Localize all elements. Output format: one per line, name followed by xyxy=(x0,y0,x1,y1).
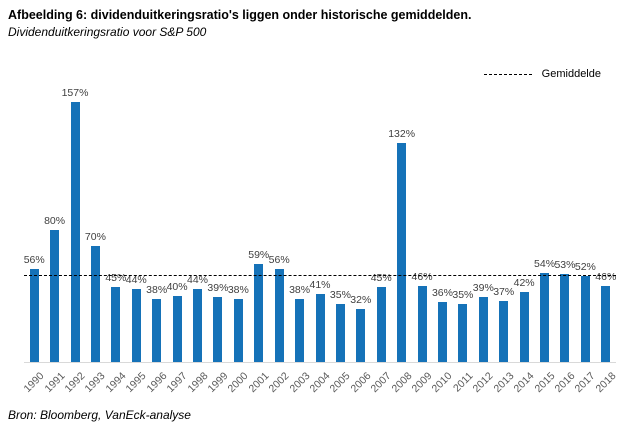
bar-value-label: 37% xyxy=(493,285,515,298)
bar-value-label: 41% xyxy=(309,279,331,292)
bar-2005 xyxy=(335,304,345,362)
bar-value-label: 39% xyxy=(472,282,494,295)
bar-value-label: 38% xyxy=(227,284,249,297)
bar-2016 xyxy=(560,274,570,362)
plot-area: 56% 1990 80% 1991 157% 1992 70% 1993 45% 1994 44% 1… xyxy=(0,58,623,406)
bar-2018 xyxy=(601,285,611,362)
bar-2012 xyxy=(478,297,488,362)
bar-2017 xyxy=(580,275,590,362)
bar-value-label: 44% xyxy=(125,274,147,287)
legend-average-label: Gemiddelde xyxy=(541,68,601,80)
bar-value-label: 32% xyxy=(350,294,372,306)
bar-2007 xyxy=(376,287,386,362)
bar-value-label: 35% xyxy=(329,289,351,302)
bar-2002 xyxy=(274,269,284,362)
bar-value-label: 39% xyxy=(207,282,229,295)
bar-value-label: 70% xyxy=(84,231,106,244)
bar-1994 xyxy=(111,287,121,362)
bar-value-label: 132% xyxy=(388,128,416,141)
average-line xyxy=(24,274,616,276)
bar-2010 xyxy=(437,302,447,362)
bar-1999 xyxy=(213,297,223,362)
dashed-line-icon xyxy=(483,73,532,75)
bar-2008 xyxy=(397,143,407,362)
bar-2004 xyxy=(315,294,325,362)
bar-value-label: 56% xyxy=(23,254,45,267)
bar-2011 xyxy=(458,304,468,362)
bar-value-label: 157% xyxy=(61,87,89,99)
bar-value-label: 80% xyxy=(44,214,66,227)
bar-value-label: 54% xyxy=(534,257,556,270)
bar-2003 xyxy=(295,299,305,362)
bar-value-label: 38% xyxy=(289,284,311,297)
bar-value-label: 38% xyxy=(146,284,168,297)
bar-value-label: 46% xyxy=(411,270,433,283)
bar-value-label: 46% xyxy=(595,270,617,283)
bar-2006 xyxy=(356,309,366,362)
bar-2001 xyxy=(254,264,264,362)
bar-2013 xyxy=(499,300,509,362)
bar-1998 xyxy=(193,289,203,362)
bar-1997 xyxy=(172,295,182,362)
bar-value-label: 59% xyxy=(248,249,270,262)
bar-1992 xyxy=(70,102,80,362)
figure-subtitle: Dividenduitkeringsratio voor S&P 500 xyxy=(8,25,207,39)
bar-value-label: 52% xyxy=(574,260,596,273)
bar-2009 xyxy=(417,285,427,362)
bar-2000 xyxy=(233,299,243,362)
bar-value-label: 42% xyxy=(513,277,535,290)
bar-value-label: 36% xyxy=(431,287,453,300)
bar-value-label: 44% xyxy=(187,274,209,287)
legend: Gemiddelde xyxy=(483,68,601,80)
bar-1990 xyxy=(29,269,39,362)
figure-title: Afbeelding 6: dividenduitkeringsratio's … xyxy=(8,8,472,22)
bar-chart: 56% 1990 80% 1991 157% 1992 70% 1993 45% 1994 44% 1… xyxy=(0,58,623,406)
source-note: Bron: Bloomberg, VanEck-analyse xyxy=(8,408,191,422)
bar-2015 xyxy=(540,272,550,362)
bar-1996 xyxy=(152,299,162,362)
bar-1995 xyxy=(131,289,141,362)
bar-1993 xyxy=(90,246,100,362)
bar-value-label: 40% xyxy=(166,280,188,293)
bar-1991 xyxy=(50,229,60,362)
bar-value-label: 53% xyxy=(554,259,576,272)
bar-2014 xyxy=(519,292,529,362)
bar-value-label: 56% xyxy=(268,254,290,267)
x-axis-line xyxy=(24,362,616,363)
bar-value-label: 35% xyxy=(452,289,474,302)
